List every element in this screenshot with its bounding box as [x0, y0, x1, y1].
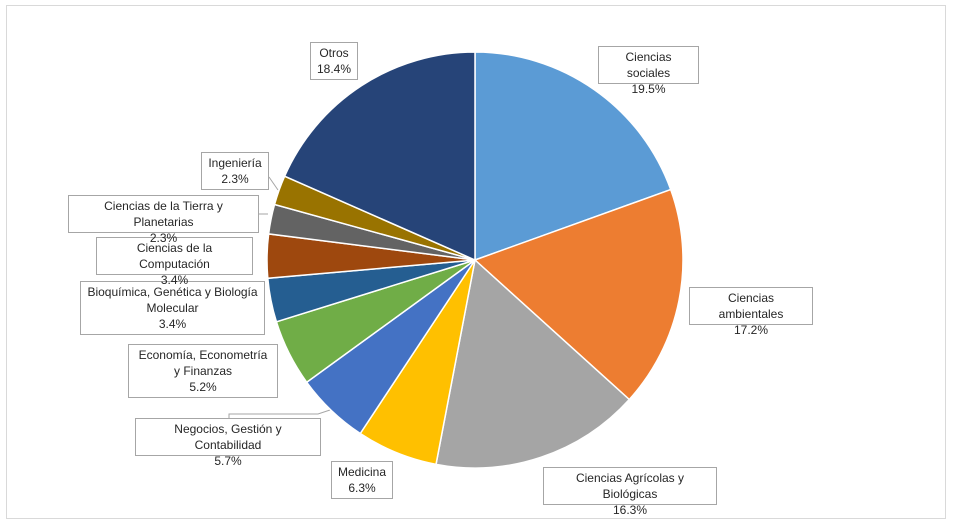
pie-slice-ciencias-sociales: [474, 51, 672, 262]
data-label-name: Ciencias de la Tierra y Planetarias: [104, 199, 223, 229]
data-label-medicina: Medicina 6.3%: [331, 461, 393, 499]
data-label-value: 2.3%: [221, 172, 249, 186]
data-label-value: 18.4%: [317, 62, 352, 76]
data-label-name: Ciencias Agrícolas y Biológicas: [575, 471, 685, 501]
data-label-name: Ciencias sociales: [625, 50, 672, 80]
data-label-value: 3.4%: [160, 273, 189, 287]
pie-slice-ciencias-agricolas: [435, 258, 631, 469]
data-label-name: Ciencias ambientales: [718, 291, 784, 321]
pie-slice-ciencias-ambientales: [473, 188, 684, 401]
data-label-value: 6.3%: [348, 481, 376, 495]
data-label-ciencias-sociales: Ciencias sociales 19.5%: [598, 46, 699, 96]
data-label-tierra-planetarias: Ciencias de la Tierra y Planetarias 2.3%: [68, 195, 259, 245]
data-label-bioquimica: Bioquímica, Genética y Biología Molecula…: [80, 281, 265, 335]
data-label-name: Ciencias de la Computación: [136, 241, 213, 271]
pie-slice-otros: [283, 51, 476, 262]
data-label-name: Bioquímica, Genética y Biología Molecula…: [87, 285, 258, 315]
data-label-name: Ingeniería: [208, 156, 262, 170]
data-label-ciencias-agricolas: Ciencias Agrícolas y Biológicas 16.3%: [543, 467, 717, 517]
pie-slices: [266, 51, 684, 469]
leader-lines: [228, 176, 331, 418]
data-label-otros: Otros 18.4%: [310, 42, 358, 80]
data-label-computacion: Ciencias de la Computación 3.4%: [96, 237, 253, 287]
data-label-value: 3.4%: [158, 317, 187, 331]
data-label-ingenieria: Ingeniería 2.3%: [201, 152, 269, 190]
data-label-economia: Economía, Econometría y Finanzas 5.2%: [128, 344, 278, 398]
data-label-value: 17.2%: [733, 323, 769, 337]
data-label-ciencias-ambientales: Ciencias ambientales 17.2%: [689, 287, 813, 337]
leader-line-ingenieria: [268, 176, 279, 191]
leader-line-negocios: [228, 409, 331, 418]
data-label-name: Medicina: [338, 465, 387, 479]
data-label-name: Economía, Econometría y Finanzas: [138, 348, 268, 378]
data-label-value: 19.5%: [631, 82, 666, 96]
data-label-value: 16.3%: [612, 503, 648, 517]
data-label-name: Negocios, Gestión y Contabilidad: [174, 422, 282, 452]
data-label-negocios: Negocios, Gestión y Contabilidad 5.7%: [135, 418, 321, 468]
data-label-value: 5.7%: [214, 454, 242, 468]
data-label-value: 5.2%: [189, 380, 217, 394]
data-label-value: 2.3%: [149, 231, 178, 245]
data-label-name: Otros: [319, 46, 349, 60]
